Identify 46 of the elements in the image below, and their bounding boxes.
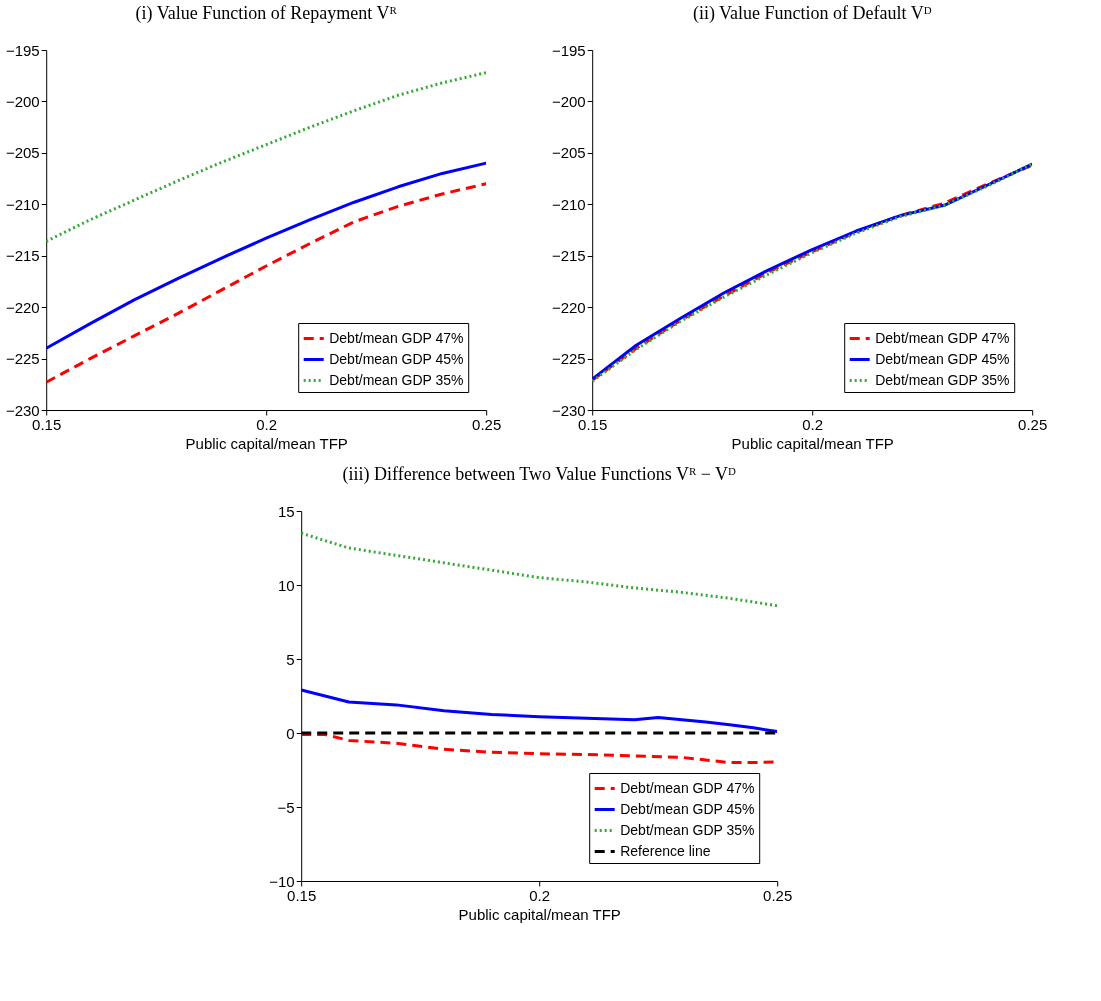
y-tick-label: −220 xyxy=(551,298,586,316)
line-series xyxy=(46,182,487,384)
y-tick-label: −205 xyxy=(5,144,40,162)
legend-label: Reference line xyxy=(620,842,711,859)
x-axis-title: Public capital/mean TFP xyxy=(731,434,894,452)
line-series xyxy=(46,71,487,243)
y-tick-label: 10 xyxy=(278,576,295,594)
y-tick-label: −225 xyxy=(5,350,40,368)
legend-label: Debt/mean GDP 35% xyxy=(329,371,464,388)
legend-label: Debt/mean GDP 47% xyxy=(329,329,464,346)
x-tick-label: 0.25 xyxy=(763,886,793,904)
y-tick-label: −205 xyxy=(551,144,586,162)
y-tick-label: −210 xyxy=(551,195,586,213)
y-tick-label: −200 xyxy=(551,92,586,110)
y-tick-label: −200 xyxy=(5,92,40,110)
legend-label: Debt/mean GDP 35% xyxy=(620,821,755,838)
y-tick-label: 5 xyxy=(286,650,295,668)
y-tick-label: 15 xyxy=(278,502,295,520)
x-tick-label: 0.2 xyxy=(802,415,824,433)
x-axis-title: Public capital/mean TFP xyxy=(458,905,621,923)
y-tick-label: −225 xyxy=(551,350,586,368)
x-tick-label: 0.2 xyxy=(256,415,278,433)
line-series xyxy=(301,531,778,608)
y-tick-label: 0 xyxy=(286,724,295,742)
line-series xyxy=(301,688,778,734)
y-tick-label: −210 xyxy=(5,195,40,213)
legend-label: Debt/mean GDP 45% xyxy=(620,800,755,817)
legend-label: Debt/mean GDP 47% xyxy=(875,329,1010,346)
line-series xyxy=(46,161,487,350)
chart-title: (i) Value Function of Repayment Vᴿ xyxy=(135,3,398,24)
y-tick-label: −195 xyxy=(5,41,40,59)
chart-title: (iii) Difference between Two Value Functions Vᴿ − Vᴰ xyxy=(342,464,737,485)
x-tick-label: 0.25 xyxy=(472,415,502,433)
legend-label: Debt/mean GDP 47% xyxy=(620,779,755,796)
x-axis-title: Public capital/mean TFP xyxy=(185,434,348,452)
legend-label: Debt/mean GDP 45% xyxy=(329,350,464,367)
y-tick-label: −215 xyxy=(5,247,40,265)
x-tick-label: 0.2 xyxy=(529,886,551,904)
y-tick-label: −215 xyxy=(551,247,586,265)
x-tick-label: 0.25 xyxy=(1018,415,1048,433)
y-tick-label: −5 xyxy=(277,798,295,816)
legend-label: Debt/mean GDP 45% xyxy=(875,350,1010,367)
chart-title: (ii) Value Function of Default Vᴰ xyxy=(692,3,932,24)
legend-label: Debt/mean GDP 35% xyxy=(875,371,1010,388)
y-tick-label: −195 xyxy=(551,41,586,59)
y-tick-label: −220 xyxy=(5,298,40,316)
